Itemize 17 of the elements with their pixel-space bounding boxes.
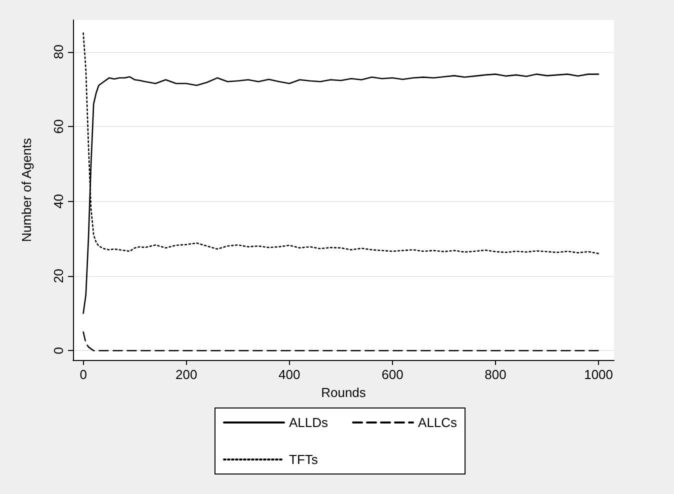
legend-label: TFTs xyxy=(289,452,318,467)
line-series xyxy=(82,331,600,352)
x-tick-label: 400 xyxy=(278,367,300,382)
x-tick-label: 1000 xyxy=(584,367,614,382)
y-tick-label: 60 xyxy=(51,119,66,134)
y-tick-label: 40 xyxy=(51,194,66,208)
y-tick-label: 20 xyxy=(51,268,66,284)
y-tick-label: 0 xyxy=(51,347,66,354)
legend-label: ALLDs xyxy=(289,415,329,430)
x-tick-label: 0 xyxy=(80,367,87,382)
x-tick-label: 600 xyxy=(382,367,404,382)
x-tick-label: 800 xyxy=(484,367,506,382)
y-axis-title: Number of Agents xyxy=(19,137,34,242)
x-axis-title: Rounds xyxy=(321,385,366,400)
x-tick-label: 200 xyxy=(176,367,198,382)
legend-label: ALLCs xyxy=(418,415,458,430)
y-tick-label: 80 xyxy=(51,44,66,59)
